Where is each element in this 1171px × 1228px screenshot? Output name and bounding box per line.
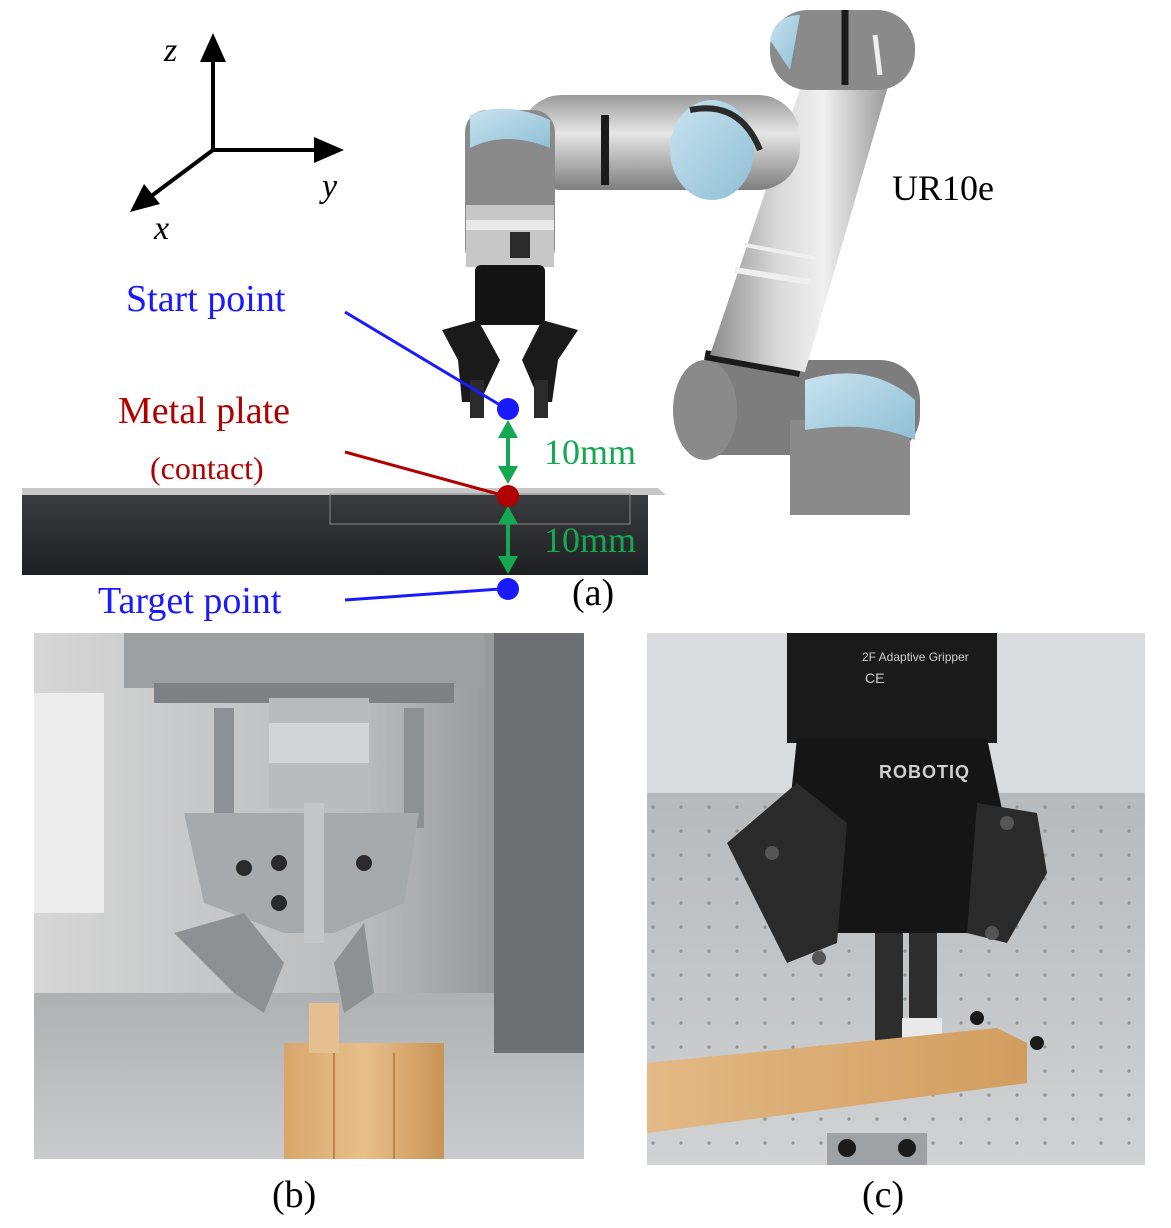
robot-name-label: UR10e xyxy=(892,168,994,208)
elbow-joint xyxy=(770,10,915,90)
contact-point-marker xyxy=(497,485,519,507)
upper-arm xyxy=(710,30,900,372)
panel-c-caption: (c) xyxy=(862,1174,905,1216)
z-axis-label: z xyxy=(164,32,178,69)
panel-a-caption: (a) xyxy=(572,572,615,614)
y-axis-label: y xyxy=(322,168,338,205)
panel-b-photo xyxy=(34,633,584,1159)
ur10e-robot-arm xyxy=(22,10,920,602)
metal-plate-label: Metal plate xyxy=(118,390,290,432)
x-axis-label: x xyxy=(154,210,170,247)
gripper-model-label: 2F Adaptive Gripper xyxy=(862,650,969,664)
target-point-leader xyxy=(344,587,501,602)
target-point-label: Target point xyxy=(98,580,282,622)
coordinate-axes xyxy=(130,33,344,212)
distance-arrows xyxy=(498,420,518,574)
target-point-marker xyxy=(497,578,519,600)
metal-plate-leader xyxy=(344,450,499,496)
start-point-leader xyxy=(344,310,501,407)
forearm xyxy=(520,95,800,200)
wrist-joint xyxy=(465,108,555,270)
gripper-brand-label: ROBOTIQ xyxy=(879,762,970,782)
distance-top-label: 10mm xyxy=(544,432,637,472)
ce-mark-label: CE xyxy=(865,670,885,686)
gripper xyxy=(442,265,578,418)
contact-label: (contact) xyxy=(150,450,264,486)
base-joint xyxy=(673,350,920,515)
distance-bottom-label: 10mm xyxy=(544,520,637,560)
panel-a: z y x UR10e Start point Metal plate (con… xyxy=(22,10,994,622)
panel-c-photo: 2F Adaptive Gripper CE ROBOTIQ xyxy=(647,633,1145,1165)
start-point-marker xyxy=(497,398,519,420)
panel-b-caption: (b) xyxy=(272,1174,317,1216)
start-point-label: Start point xyxy=(126,278,286,320)
